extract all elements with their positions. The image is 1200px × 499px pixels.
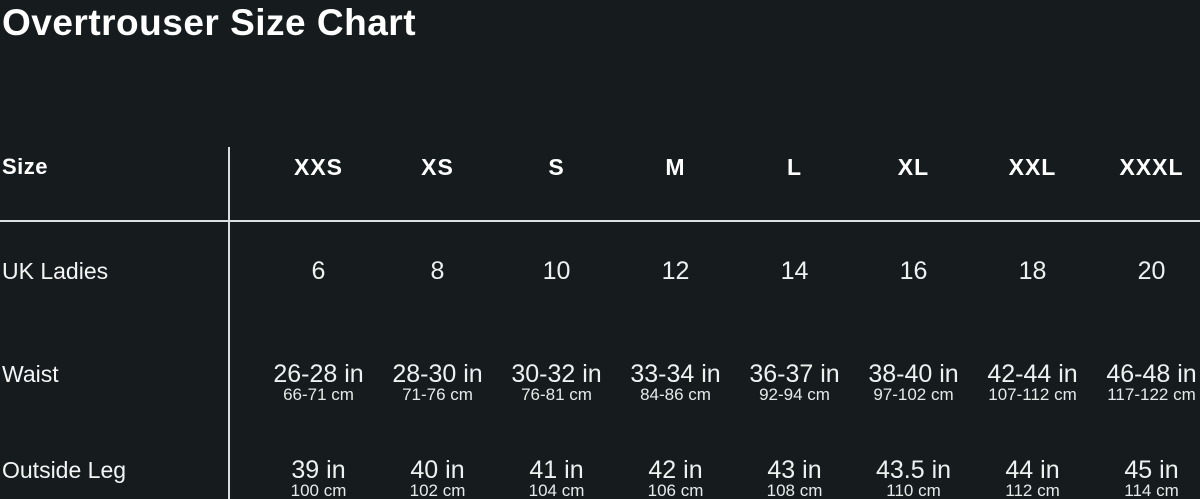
cell: 45 in 114 cm [1092, 453, 1200, 499]
column-header-xxxl: XXXL [1119, 154, 1184, 180]
column-divider-line [228, 147, 230, 499]
table-row-outside-leg: Outside Leg 39 in 100 cm 40 in 102 cm 41… [0, 453, 1200, 499]
cell-subvalue: 108 cm [766, 481, 823, 499]
row-label-waist: Waist [2, 361, 59, 387]
cell: 30-32 in 76-81 cm [497, 357, 616, 404]
table-row-uk-ladies: UK Ladies 6 8 10 12 14 16 18 20 [0, 254, 1200, 288]
cell: 43 in 108 cm [735, 453, 854, 499]
waist-values: 26-28 in 66-71 cm 28-30 in 71-76 cm 30-3… [229, 357, 1200, 404]
cell: 46-48 in 117-122 cm [1092, 357, 1200, 404]
cell-value: 28-30 in [392, 360, 483, 388]
cell: 42-44 in 107-112 cm [973, 357, 1092, 404]
cell-value: 43 in [767, 456, 822, 484]
cell-value: 6 [311, 257, 326, 285]
cell-subvalue: 112 cm [1005, 481, 1060, 499]
cell-subvalue: 107-112 cm [988, 385, 1077, 404]
header-divider-line [0, 220, 1200, 222]
cell: 36-37 in 92-94 cm [735, 357, 854, 404]
outside-leg-values: 39 in 100 cm 40 in 102 cm 41 in 104 cm 4… [229, 453, 1200, 499]
cell: 41 in 104 cm [497, 453, 616, 499]
cell-value: 41 in [529, 456, 584, 484]
cell-subvalue: 66-71 cm [283, 385, 354, 404]
cell-value: 39 in [291, 456, 346, 484]
cell-value: 18 [1018, 257, 1047, 285]
cell: 26-28 in 66-71 cm [259, 357, 378, 404]
cell: 40 in 102 cm [378, 453, 497, 499]
cell-value: 14 [780, 257, 809, 285]
cell-value: 43.5 in [875, 456, 952, 484]
cell-value: 16 [899, 257, 928, 285]
cell-subvalue: 114 cm [1124, 481, 1179, 499]
cell-value: 44 in [1005, 456, 1060, 484]
cell-subvalue: 92-94 cm [759, 385, 830, 404]
cell-value: 45 in [1124, 456, 1179, 484]
size-corner-label: Size [2, 154, 49, 179]
cell-value: 8 [430, 257, 445, 285]
cell-subvalue: 117-122 cm [1107, 385, 1196, 404]
cell-value: 26-28 in [273, 360, 364, 388]
cell-value: 12 [661, 257, 690, 285]
column-header-m: M [665, 154, 686, 180]
row-label-uk-ladies: UK Ladies [2, 258, 109, 284]
column-header-xs: XS [421, 154, 454, 180]
cell: 43.5 in 110 cm [854, 453, 973, 499]
header-columns: XXS XS S M L XL XXL XXXL [229, 150, 1200, 184]
column-header-s: S [548, 154, 565, 180]
column-header-l: L [786, 154, 803, 180]
table-header-row: Size XXS XS S M L XL XXL XXXL [0, 150, 1200, 184]
cell: 42 in 106 cm [616, 453, 735, 499]
cell: 33-34 in 84-86 cm [616, 357, 735, 404]
cell-value: 10 [542, 257, 571, 285]
cell-subvalue: 71-76 cm [402, 385, 473, 404]
cell: 28-30 in 71-76 cm [378, 357, 497, 404]
column-header-xxl: XXL [1008, 154, 1057, 180]
uk-ladies-values: 6 8 10 12 14 16 18 20 [229, 254, 1200, 288]
cell-value: 30-32 in [511, 360, 602, 388]
cell-subvalue: 106 cm [647, 481, 704, 499]
cell-value: 42-44 in [987, 360, 1078, 388]
cell-value: 33-34 in [630, 360, 721, 388]
cell-subvalue: 110 cm [886, 481, 941, 499]
cell: 38-40 in 97-102 cm [854, 357, 973, 404]
column-header-xxs: XXS [293, 154, 344, 180]
row-label-outside-leg: Outside Leg [2, 457, 127, 483]
table-row-waist: Waist 26-28 in 66-71 cm 28-30 in 71-76 c… [0, 357, 1200, 404]
cell-subvalue: 102 cm [409, 481, 466, 499]
cell-value: 40 in [410, 456, 465, 484]
column-header-xl: XL [897, 154, 930, 180]
cell-subvalue: 84-86 cm [640, 385, 711, 404]
cell-subvalue: 100 cm [290, 481, 347, 499]
cell-subvalue: 104 cm [528, 481, 585, 499]
cell-value: 36-37 in [749, 360, 840, 388]
cell-value: 38-40 in [868, 360, 959, 388]
page-title: Overtrouser Size Chart [2, 2, 417, 43]
cell-value: 20 [1137, 257, 1166, 285]
cell: 44 in 112 cm [973, 453, 1092, 499]
cell-value: 46-48 in [1106, 360, 1197, 388]
cell-subvalue: 76-81 cm [521, 385, 592, 404]
cell-value: 42 in [648, 456, 703, 484]
cell-subvalue: 97-102 cm [873, 385, 954, 404]
cell: 39 in 100 cm [259, 453, 378, 499]
